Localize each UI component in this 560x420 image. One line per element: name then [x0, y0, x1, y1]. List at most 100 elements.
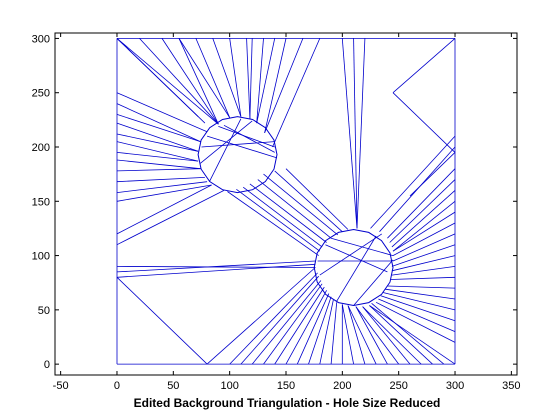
mesh-edge [178, 38, 231, 118]
mesh-edge [296, 293, 330, 365]
mesh-edge [116, 168, 201, 172]
y-axis-ticks: 0 50 100 150 200 250 300 [32, 33, 517, 371]
mesh-edge [206, 267, 316, 365]
mesh-edge [387, 168, 456, 239]
mesh-edge [371, 302, 445, 365]
mesh-edge [370, 135, 456, 229]
mesh-edge [229, 272, 318, 365]
x-tick-label: 200 [333, 380, 351, 392]
mesh-edge [347, 305, 366, 365]
mesh-edge [116, 177, 205, 183]
y-tick-label: 100 [32, 251, 50, 263]
mesh-edge [272, 38, 321, 148]
mesh-edge [356, 38, 366, 229]
x-tick-label: 100 [220, 380, 238, 392]
mesh-edge [223, 124, 275, 153]
x-tick-label: 0 [114, 380, 120, 392]
y-tick-label: 300 [32, 33, 50, 45]
mesh-edge [257, 179, 332, 239]
mesh-edge [392, 200, 456, 252]
x-tick-label: 150 [277, 380, 295, 392]
y-tick-label: 150 [32, 196, 50, 208]
hole-boundary [197, 116, 278, 194]
mesh-edge [353, 259, 394, 306]
mesh-edge [389, 179, 456, 243]
mesh-edge [341, 38, 358, 229]
mesh-edge [116, 184, 212, 235]
chart-title: Edited Background Triangulation - Hole S… [134, 396, 441, 410]
mesh-edge [392, 211, 456, 252]
mesh-edge [264, 38, 287, 133]
x-tick-label: 250 [390, 380, 408, 392]
mesh-edge [116, 260, 316, 273]
mesh-edge [385, 288, 456, 300]
x-axis-ticks: -50 0 50 100 150 200 250 300 350 [53, 33, 521, 392]
mesh-edge [116, 38, 206, 124]
x-tick-label: 350 [502, 380, 520, 392]
mesh-edge [236, 188, 321, 252]
mesh-edge [355, 306, 388, 365]
mesh-edge [161, 38, 219, 125]
mesh-edge [369, 305, 456, 365]
mesh-edge [116, 184, 212, 202]
mesh-edge [139, 38, 219, 125]
mesh-edge [392, 233, 456, 262]
mesh-edge [264, 38, 304, 134]
x-tick-label: -50 [53, 380, 69, 392]
mesh-edge [116, 181, 208, 193]
mesh-edge [195, 38, 231, 118]
hole-boundary [313, 228, 394, 307]
mesh-edge [229, 38, 242, 117]
mesh-edge [256, 38, 264, 124]
mesh-edge [387, 285, 456, 289]
mesh-edge [249, 183, 327, 243]
y-tick-label: 250 [32, 88, 50, 100]
mesh-edge [362, 306, 411, 365]
mesh-edge [285, 168, 349, 230]
mesh-edge [375, 301, 456, 343]
mesh-edge [369, 305, 433, 365]
mesh-edge [116, 103, 201, 142]
mesh-edge [391, 266, 456, 276]
y-tick-label: 50 [38, 305, 50, 317]
mesh-edge [256, 38, 276, 124]
mesh-edge [178, 38, 219, 125]
mesh-edge [392, 222, 456, 256]
mesh-edge [246, 38, 251, 119]
mesh-edge [116, 263, 316, 278]
mesh-edge [325, 244, 388, 273]
mesh-edge [206, 135, 278, 159]
mesh-edge [378, 298, 456, 332]
mesh-edge [308, 296, 332, 365]
mesh-edge [392, 38, 456, 94]
mesh-edge [116, 133, 199, 152]
mesh-edge [263, 283, 323, 365]
x-tick-label: 300 [446, 380, 464, 392]
mesh-edge [240, 275, 319, 365]
mesh-edge [380, 295, 456, 322]
mesh-edge [353, 38, 358, 229]
mesh-edge [330, 302, 338, 365]
mesh-edge [319, 233, 383, 276]
y-tick-label: 200 [32, 142, 50, 154]
mesh-edge [116, 159, 201, 170]
mesh-edge [274, 286, 325, 365]
mesh-edge [382, 292, 456, 311]
mesh-edge [116, 152, 199, 162]
mesh-edge [336, 235, 377, 302]
mesh-edge [251, 280, 322, 365]
axes-box [54, 32, 518, 376]
hole-boundaries [197, 116, 394, 307]
mesh-edge [218, 126, 275, 148]
mesh-edge [285, 290, 327, 365]
mesh-edge [319, 300, 334, 365]
mesh-edge [227, 191, 319, 256]
mesh-edge [209, 118, 242, 182]
mesh-edge [116, 92, 208, 133]
mesh-edge [212, 38, 242, 117]
mesh-edge [392, 92, 456, 153]
mesh-edge [116, 114, 201, 142]
mesh-edge [391, 244, 456, 267]
